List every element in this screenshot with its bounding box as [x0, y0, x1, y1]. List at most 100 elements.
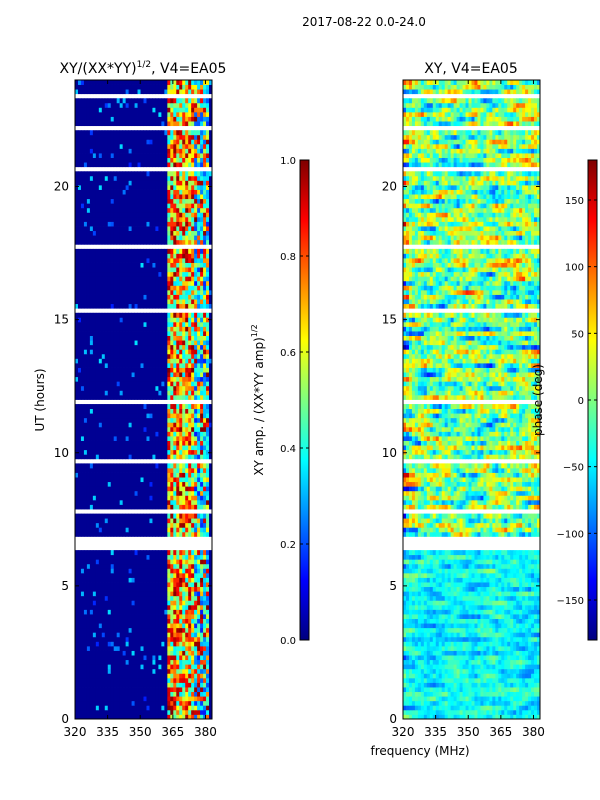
heatmap-cell	[92, 668, 97, 674]
heatmap-cell	[179, 591, 183, 597]
heatmap-cell	[110, 436, 115, 441]
heatmap-cell	[86, 445, 91, 451]
heatmap-cell	[161, 659, 165, 665]
heatmap-cell	[173, 372, 177, 378]
heatmap-cell	[95, 317, 100, 323]
heatmap-cell	[182, 413, 186, 419]
heatmap-cell	[206, 486, 210, 492]
heatmap-cell	[122, 632, 127, 638]
heatmap-cell	[167, 239, 171, 245]
heatmap-cell	[143, 335, 147, 341]
heatmap-cell	[194, 394, 198, 400]
heatmap-cell	[128, 687, 132, 693]
heatmap-cell	[101, 449, 106, 455]
heatmap-cell	[119, 472, 124, 478]
heatmap-cell	[86, 303, 91, 309]
heatmap-cell	[128, 216, 132, 222]
heatmap-cell	[188, 194, 192, 200]
heatmap-cell	[119, 627, 124, 633]
heatmap-cell	[104, 294, 109, 300]
heatmap-cell	[209, 312, 212, 318]
heatmap-cell	[77, 467, 82, 473]
heatmap-cell	[167, 394, 171, 400]
heatmap-cell	[128, 659, 132, 665]
heatmap-cell	[86, 326, 91, 332]
heatmap-cell	[161, 527, 165, 533]
heatmap-cell	[89, 550, 94, 556]
heatmap-cell	[170, 230, 174, 236]
heatmap-cell	[182, 600, 186, 606]
heatmap-cell	[134, 504, 138, 510]
heatmap-cell	[158, 682, 162, 688]
heatmap-cell	[131, 582, 135, 588]
heatmap-cell	[125, 700, 130, 706]
heatmap-cell	[161, 340, 165, 346]
heatmap-cell	[155, 289, 159, 295]
heatmap-cell	[77, 572, 82, 578]
heatmap-cell	[134, 687, 138, 693]
heatmap-cell	[185, 632, 189, 638]
heatmap-cell	[179, 673, 183, 679]
heatmap-cell	[83, 582, 88, 588]
heatmap-cell	[86, 604, 91, 610]
heatmap-cell	[164, 467, 168, 473]
heatmap-cell	[143, 436, 147, 441]
heatmap-cell	[119, 362, 124, 368]
heatmap-cell	[200, 531, 204, 537]
heatmap-cell	[80, 559, 85, 565]
heatmap-cell	[101, 331, 106, 336]
heatmap-cell	[137, 463, 141, 469]
heatmap-cell	[164, 591, 168, 597]
heatmap-cell	[185, 367, 189, 373]
heatmap-cell	[161, 203, 165, 209]
heatmap-cell	[185, 563, 189, 569]
heatmap-cell	[77, 436, 82, 441]
heatmap-cell	[89, 353, 94, 359]
heatmap-cell	[161, 518, 165, 524]
heatmap-cell	[176, 559, 180, 565]
heatmap-cell	[185, 417, 189, 423]
heatmap-cell	[75, 203, 79, 209]
heatmap-cell	[119, 563, 124, 569]
heatmap-cell	[128, 550, 132, 556]
heatmap-cell	[77, 696, 82, 702]
heatmap-cell	[140, 422, 144, 428]
heatmap-cell	[185, 582, 189, 588]
heatmap-cell	[182, 440, 186, 446]
heatmap-cell	[149, 248, 153, 254]
heatmap-cell	[179, 440, 183, 446]
heatmap-cell	[206, 390, 210, 396]
heatmap-cell	[128, 299, 132, 305]
heatmap-cell	[197, 481, 201, 487]
heatmap-cell	[89, 248, 94, 254]
heatmap-cell	[137, 422, 141, 428]
heatmap-cell	[197, 499, 201, 505]
heatmap-cell	[155, 655, 159, 661]
heatmap-cell	[170, 559, 174, 565]
heatmap-cell	[137, 235, 141, 241]
heatmap-cell	[128, 189, 132, 195]
heatmap-cell	[152, 408, 156, 414]
heatmap-cell	[122, 554, 127, 560]
heatmap-cell	[173, 687, 177, 693]
heatmap-cell	[119, 349, 124, 355]
heatmap-cell	[119, 604, 124, 610]
heatmap-cell	[101, 262, 106, 268]
heatmap-cell	[122, 299, 127, 305]
heatmap-cell	[125, 618, 130, 624]
heatmap-cell	[176, 623, 180, 629]
heatmap-cell	[173, 618, 177, 624]
heatmap-cell	[197, 641, 201, 647]
heatmap-cell	[182, 381, 186, 387]
heatmap-cell	[137, 344, 141, 350]
heatmap-cell	[116, 691, 121, 697]
heatmap-cell	[197, 331, 201, 336]
heatmap-cell	[167, 422, 171, 428]
heatmap-cell	[122, 335, 127, 341]
heatmap-cell	[146, 312, 150, 318]
heatmap-cell	[146, 326, 150, 332]
heatmap-cell	[173, 335, 177, 341]
heatmap-cell	[194, 495, 198, 501]
heatmap-cell	[137, 618, 141, 624]
heatmap-cell	[161, 627, 165, 633]
